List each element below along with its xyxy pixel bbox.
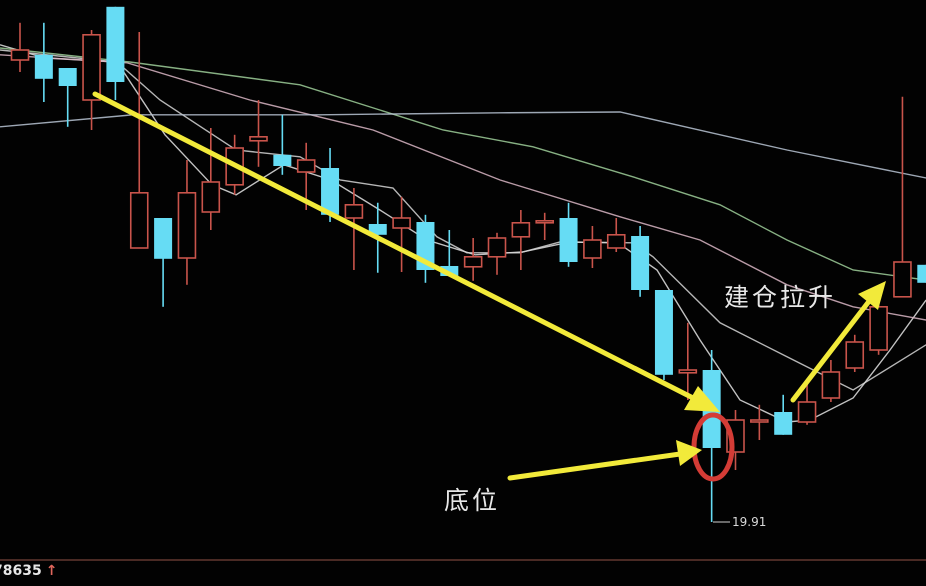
candle-up <box>583 226 602 268</box>
moving-average-line-4 <box>0 47 926 281</box>
candle-body <box>559 218 578 262</box>
candles <box>10 6 926 522</box>
candle-body <box>917 264 926 283</box>
candle-down <box>416 214 435 283</box>
rise-annotation: 建仓拉升 <box>724 283 837 312</box>
candle-body <box>296 159 316 173</box>
candle-up <box>10 22 30 72</box>
candle-up <box>750 404 769 440</box>
low-price-label: 19.91 <box>732 515 767 529</box>
candle-body <box>678 369 698 374</box>
candle-body <box>487 237 507 258</box>
candle-down <box>34 22 53 102</box>
candle-body <box>321 168 340 215</box>
candle-down <box>58 68 77 127</box>
footer-value: 78635 <box>0 563 42 579</box>
candle-down <box>631 226 650 297</box>
candle-body <box>750 419 769 423</box>
candle-up <box>535 212 555 240</box>
candle-body <box>893 261 912 298</box>
downtrend-arrow <box>92 91 720 412</box>
candle-up <box>249 100 268 167</box>
candle-down <box>654 290 673 380</box>
candle-up <box>869 300 888 355</box>
candle-up <box>821 360 841 402</box>
candle-down <box>321 148 340 222</box>
candle-body <box>368 224 387 235</box>
candle-body <box>249 136 268 142</box>
candle-down <box>273 114 292 175</box>
candle-down <box>774 394 793 435</box>
footer-readout: 78635↑ <box>0 563 57 579</box>
candle-up <box>392 196 411 272</box>
candle-down <box>440 230 459 276</box>
candle-down <box>559 202 578 267</box>
candle-down <box>702 350 721 522</box>
candle-body <box>273 154 292 166</box>
candle-up <box>296 142 316 210</box>
candle-up <box>463 238 483 281</box>
candle-body <box>82 33 101 101</box>
candle-body <box>511 222 531 238</box>
candle-body <box>606 234 626 249</box>
candle-body <box>440 266 459 276</box>
rise-arrow <box>790 281 886 403</box>
candle-body <box>631 236 650 290</box>
annotation-overlay <box>92 91 886 482</box>
candle-body <box>774 412 793 435</box>
candle-body <box>797 401 817 423</box>
candle-body <box>10 49 30 61</box>
candle-up <box>177 160 197 285</box>
bottom-pointer-arrow <box>507 440 702 481</box>
candle-body <box>177 192 197 259</box>
candle-down <box>917 264 926 283</box>
candle-body <box>58 68 77 86</box>
candle-body <box>583 239 602 259</box>
candle-up <box>678 322 698 400</box>
bottom-annotation: 底位 <box>444 486 501 515</box>
candle-up <box>893 96 912 298</box>
candle-body <box>106 6 125 82</box>
candle-body <box>154 218 173 259</box>
candle-body <box>129 192 149 249</box>
moving-average-line-3 <box>0 54 926 321</box>
candle-down <box>106 6 125 100</box>
candle-up <box>344 188 364 270</box>
candle-body <box>845 341 865 369</box>
candle-body <box>535 220 555 224</box>
up-arrow-icon: ↑ <box>45 563 58 579</box>
candle-up <box>487 232 507 275</box>
candle-up <box>845 334 865 372</box>
candle-up <box>201 128 221 230</box>
candle-body <box>201 181 221 213</box>
candle-body <box>392 217 411 229</box>
candle-down <box>154 218 173 307</box>
candle-up <box>511 210 531 270</box>
candle-up <box>797 380 817 425</box>
candle-up <box>606 218 626 252</box>
candle-body <box>463 255 483 268</box>
candle-up <box>82 30 101 130</box>
candle-up <box>129 32 149 249</box>
candle-body <box>34 54 53 79</box>
candle-body <box>654 290 673 375</box>
candle-body <box>344 204 364 219</box>
candle-body <box>821 371 841 399</box>
candle-body <box>869 305 888 351</box>
